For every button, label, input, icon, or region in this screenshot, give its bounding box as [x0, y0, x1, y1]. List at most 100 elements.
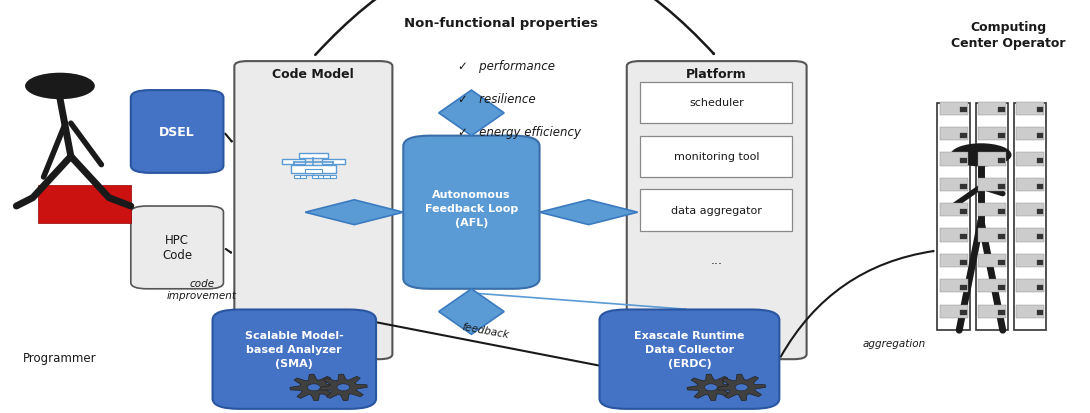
Text: aggregation: aggregation: [862, 338, 925, 348]
Bar: [1037, 133, 1043, 138]
Bar: [1037, 285, 1043, 290]
Polygon shape: [438, 91, 504, 136]
Circle shape: [25, 74, 95, 100]
Bar: [960, 184, 967, 189]
Polygon shape: [736, 384, 748, 391]
Polygon shape: [438, 289, 504, 335]
Bar: [960, 209, 967, 214]
Text: Autonomous
Feedback Loop
(AFL): Autonomous Feedback Loop (AFL): [425, 190, 518, 228]
Polygon shape: [290, 374, 338, 401]
Bar: [1016, 305, 1044, 318]
Bar: [322, 160, 344, 165]
Polygon shape: [540, 200, 638, 225]
Polygon shape: [704, 384, 717, 391]
Text: code
improvement: code improvement: [167, 278, 237, 300]
Bar: [960, 159, 967, 164]
Bar: [940, 153, 968, 166]
Bar: [1037, 159, 1043, 164]
Bar: [940, 102, 968, 116]
Text: ✓   energy efficiency: ✓ energy efficiency: [458, 126, 581, 139]
Bar: [282, 160, 305, 165]
Text: HPC
Code: HPC Code: [162, 234, 192, 262]
Bar: [1016, 178, 1044, 192]
Polygon shape: [38, 186, 131, 223]
Bar: [1016, 229, 1044, 242]
Polygon shape: [687, 374, 735, 401]
Text: Non-functional properties: Non-functional properties: [404, 17, 598, 29]
Text: Computing
Center Operator: Computing Center Operator: [950, 21, 1066, 50]
Text: DSEL: DSEL: [159, 126, 195, 139]
Bar: [1014, 103, 1046, 330]
Bar: [978, 178, 1006, 192]
Text: monitoring tool: monitoring tool: [674, 152, 760, 162]
Bar: [1037, 108, 1043, 113]
Bar: [1016, 280, 1044, 293]
Bar: [998, 311, 1005, 316]
Bar: [1016, 128, 1044, 141]
Circle shape: [950, 144, 1012, 167]
Text: ✓   resilience: ✓ resilience: [458, 93, 535, 106]
Bar: [937, 103, 970, 330]
Bar: [640, 83, 792, 124]
Bar: [960, 311, 967, 316]
Bar: [998, 209, 1005, 214]
FancyBboxPatch shape: [234, 62, 392, 359]
Bar: [940, 128, 968, 141]
Text: ✓   performance: ✓ performance: [458, 60, 555, 73]
Text: Exascale Runtime
Data Collector
(ERDC): Exascale Runtime Data Collector (ERDC): [634, 330, 744, 368]
Bar: [940, 229, 968, 242]
Bar: [998, 159, 1005, 164]
Text: data aggregator: data aggregator: [671, 206, 762, 216]
Bar: [291, 166, 336, 174]
Bar: [960, 133, 967, 138]
Text: Programmer: Programmer: [23, 351, 97, 364]
FancyBboxPatch shape: [627, 62, 807, 359]
FancyBboxPatch shape: [213, 310, 376, 409]
Bar: [324, 175, 336, 178]
Bar: [940, 305, 968, 318]
Bar: [976, 103, 1008, 330]
FancyBboxPatch shape: [403, 136, 540, 289]
Bar: [940, 254, 968, 268]
Polygon shape: [337, 384, 350, 391]
Text: scheduler: scheduler: [689, 98, 744, 108]
Polygon shape: [305, 200, 403, 225]
Bar: [1037, 260, 1043, 265]
Bar: [1037, 209, 1043, 214]
Bar: [998, 184, 1005, 189]
Bar: [305, 170, 322, 173]
Bar: [998, 260, 1005, 265]
Bar: [978, 128, 1006, 141]
Text: feedback: feedback: [461, 321, 509, 339]
Bar: [299, 154, 328, 159]
Text: Scalable Model-
based Analyzer
(SMA): Scalable Model- based Analyzer (SMA): [245, 330, 343, 368]
Bar: [998, 235, 1005, 240]
Text: ...: ...: [711, 254, 723, 267]
FancyBboxPatch shape: [131, 91, 223, 173]
Bar: [1016, 204, 1044, 217]
Bar: [998, 285, 1005, 290]
Bar: [1037, 311, 1043, 316]
Bar: [978, 153, 1006, 166]
Text: Code Model: Code Model: [272, 68, 354, 81]
Bar: [960, 285, 967, 290]
Bar: [960, 235, 967, 240]
FancyBboxPatch shape: [600, 310, 779, 409]
Bar: [978, 280, 1006, 293]
Text: Platform: Platform: [687, 68, 747, 81]
Bar: [1016, 102, 1044, 116]
Bar: [978, 102, 1006, 116]
Bar: [960, 108, 967, 113]
Polygon shape: [717, 374, 765, 401]
Bar: [1037, 184, 1043, 189]
Polygon shape: [307, 384, 320, 391]
Bar: [940, 204, 968, 217]
Bar: [640, 190, 792, 231]
Bar: [978, 204, 1006, 217]
Bar: [1037, 235, 1043, 240]
Polygon shape: [319, 374, 367, 401]
Bar: [1016, 153, 1044, 166]
Bar: [940, 178, 968, 192]
FancyBboxPatch shape: [131, 206, 223, 289]
Bar: [1016, 254, 1044, 268]
